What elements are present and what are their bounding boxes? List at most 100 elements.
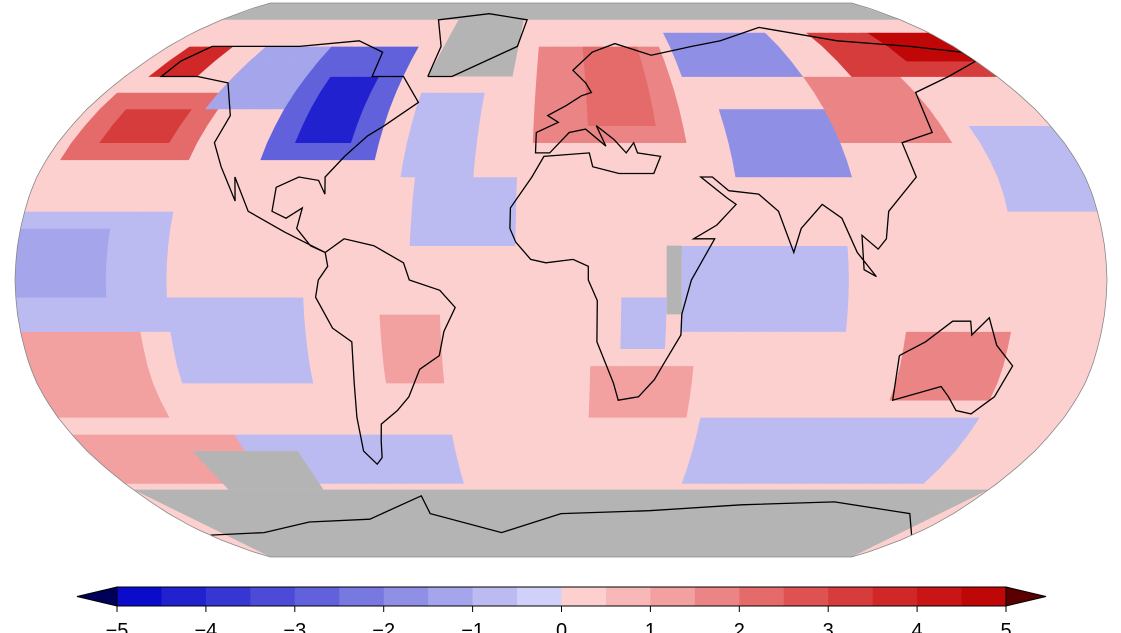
anomaly-cell [277, 193, 296, 212]
anomaly-cell [515, 331, 532, 349]
missing-data-area [192, 451, 324, 490]
anomaly-cell [601, 417, 618, 435]
anomaly-cell [630, 142, 648, 161]
colorbar-bin [161, 587, 207, 606]
anomaly-cell [77, 314, 96, 332]
anomaly-cell [258, 228, 277, 246]
anomaly-cell [651, 245, 668, 264]
anomaly-cell [754, 211, 772, 229]
anomaly-cell [32, 314, 51, 332]
anomaly-cell [575, 331, 592, 349]
anomaly-cell [708, 193, 726, 212]
anomaly-cell [211, 279, 229, 298]
anomaly-cell [105, 279, 123, 298]
anomaly-cell [906, 314, 924, 332]
anomaly-cell [571, 46, 585, 62]
anomaly-cell [47, 314, 66, 332]
anomaly-cell [136, 279, 153, 298]
anomaly-cell [318, 279, 335, 298]
anomaly-cell [503, 399, 520, 418]
anomaly-cell [651, 296, 668, 315]
anomaly-cell [605, 245, 622, 264]
anomaly-cell [635, 228, 652, 246]
anomaly-cell [242, 296, 260, 315]
anomaly-cell [398, 365, 416, 384]
colorbar-tick-label: 0 [556, 620, 567, 633]
anomaly-cell [15, 296, 33, 315]
anomaly-cell [182, 296, 199, 315]
colorbar-bin [650, 587, 696, 606]
anomaly-cell [727, 262, 744, 281]
anomaly-cell [506, 434, 522, 452]
anomaly-cell [470, 331, 487, 349]
colorbar-tick-label: 3 [823, 620, 834, 633]
anomaly-cell [939, 262, 956, 281]
anomaly-cell [501, 365, 518, 384]
anomaly-cell [515, 245, 532, 264]
anomaly-cell [168, 228, 186, 246]
anomaly-cell [996, 314, 1015, 332]
anomaly-cell [487, 159, 505, 178]
anomaly-cell [545, 348, 562, 367]
anomaly-cell [619, 193, 636, 212]
anomaly-cell [257, 262, 274, 281]
anomaly-cell [737, 348, 755, 367]
anomaly-cell [500, 314, 517, 332]
anomaly-cell [535, 467, 550, 484]
anomaly-cell [649, 193, 666, 212]
anomaly-cell [720, 365, 739, 384]
anomaly-cell [75, 262, 92, 281]
anomaly-cell [560, 417, 576, 435]
anomaly-cell [1015, 279, 1032, 298]
anomaly-cell [398, 176, 416, 195]
anomaly-cell [723, 348, 741, 367]
anomaly-cell [530, 19, 543, 33]
anomaly-cell [560, 46, 573, 62]
anomaly-cell [575, 245, 592, 264]
coastline-australia [891, 316, 1014, 415]
anomaly-cell [409, 228, 427, 246]
anomaly-cell [560, 193, 577, 212]
anomaly-cell [457, 176, 474, 195]
anomaly-cell [484, 245, 501, 264]
anomaly-cell [410, 331, 428, 349]
anomaly-cell [90, 279, 107, 298]
anomaly-cell [787, 262, 804, 281]
anomaly-cell [560, 228, 577, 246]
anomaly-cell [999, 262, 1017, 281]
anomaly-cell [183, 314, 201, 332]
anomaly-cell [921, 314, 939, 332]
anomaly-cell [696, 296, 713, 315]
anomaly-cell [515, 262, 532, 281]
anomaly-cell [660, 382, 678, 401]
anomaly-cell [658, 399, 676, 418]
anomaly-cell [394, 296, 411, 315]
anomaly-cell [484, 279, 501, 298]
anomaly-cell [560, 211, 577, 229]
anomaly-cell [348, 245, 366, 264]
anomaly-cell [197, 245, 215, 264]
anomaly-cell [15, 262, 32, 281]
anomaly-cell [648, 176, 665, 195]
anomaly-cell [1089, 296, 1107, 315]
anomaly-cell [588, 142, 605, 161]
anomaly-cell [137, 314, 156, 332]
anomaly-cell [277, 348, 296, 367]
anomaly-cell [574, 399, 590, 418]
anomaly-cell [364, 314, 382, 332]
anomaly-cell [518, 417, 535, 435]
anomaly-cell [517, 159, 533, 178]
anomaly-cell [813, 211, 832, 229]
anomaly-cell [999, 279, 1017, 298]
anomaly-cell [847, 296, 865, 315]
anomaly-cell [484, 262, 501, 281]
anomaly-cell [590, 262, 607, 281]
anomaly-cell [363, 296, 381, 315]
anomaly-cell [735, 365, 754, 384]
anomaly-cell [486, 348, 503, 367]
anomaly-cell [782, 348, 800, 367]
anomaly-cell [318, 296, 335, 315]
anomaly-cell [826, 348, 845, 367]
anomaly-cell [832, 245, 850, 264]
anomaly-cell [367, 348, 385, 367]
